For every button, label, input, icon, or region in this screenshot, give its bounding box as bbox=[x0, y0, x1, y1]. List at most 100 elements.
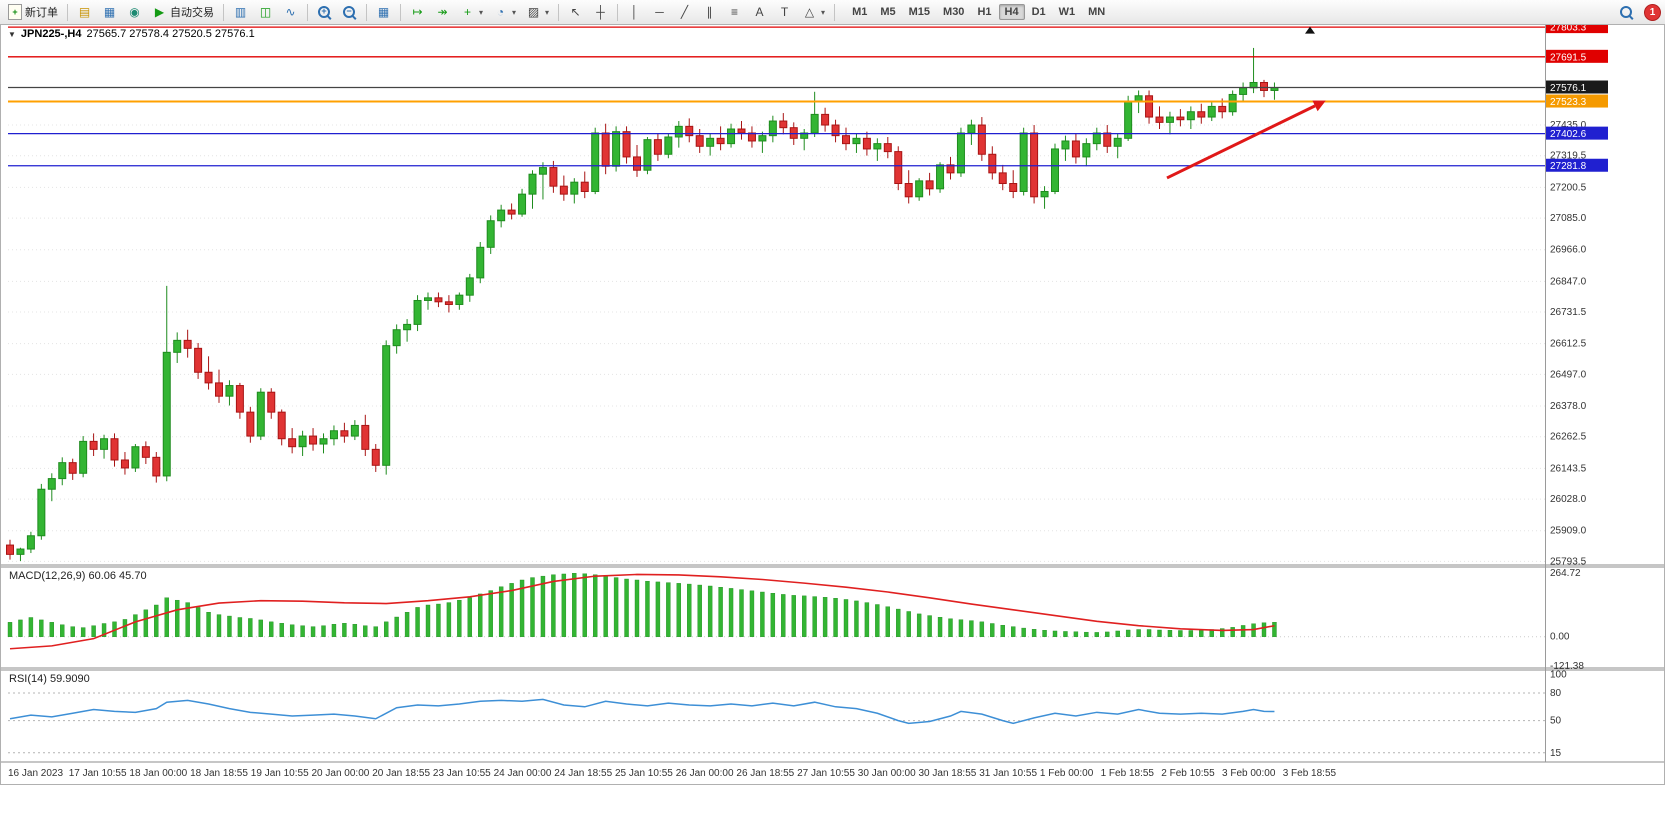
navigator-icon[interactable]: ◉ bbox=[129, 5, 140, 19]
macd-histogram-bar bbox=[1188, 630, 1194, 637]
text-tool-icon[interactable]: A bbox=[755, 5, 764, 19]
candle-body bbox=[977, 124, 986, 155]
price-axis-label: 26497.0 bbox=[1550, 369, 1587, 380]
template-button[interactable]: ▨ ▾ bbox=[522, 1, 553, 23]
crosshair-icon[interactable]: ┼ bbox=[596, 5, 605, 19]
price-axis-label: 27085.0 bbox=[1550, 213, 1587, 224]
new-order-icon: + bbox=[8, 4, 22, 20]
candle-body bbox=[1071, 140, 1080, 158]
notification-badge[interactable]: 1 bbox=[1644, 3, 1661, 21]
tile-windows-icon[interactable]: ▦ bbox=[377, 5, 390, 19]
candle-body bbox=[1009, 183, 1018, 192]
period-clock-icon: ◔ bbox=[496, 5, 505, 19]
chart-shift-icon[interactable]: ↦ bbox=[412, 5, 423, 19]
macd-histogram-bar bbox=[331, 624, 337, 637]
trendline-tool-icon[interactable]: ╱ bbox=[680, 5, 689, 19]
candle-body bbox=[392, 329, 401, 347]
market-watch-icon[interactable]: ▤ bbox=[78, 5, 91, 19]
candle-body bbox=[141, 446, 150, 458]
macd-histogram-bar bbox=[645, 580, 650, 637]
macd-histogram-bar bbox=[916, 613, 922, 637]
candle-body bbox=[361, 424, 370, 450]
new-chart-button[interactable]: + ▾ bbox=[456, 1, 487, 23]
horizontal-line-tool-icon[interactable]: ─ bbox=[655, 5, 664, 19]
macd-histogram-bar bbox=[1052, 630, 1058, 637]
macd-histogram-bar bbox=[269, 621, 274, 637]
candle-body bbox=[706, 137, 715, 147]
shapes-tool-button[interactable]: △ ▾ bbox=[798, 1, 829, 23]
candle-body bbox=[68, 462, 77, 474]
timeframe-button-d1[interactable]: D1 bbox=[1031, 6, 1046, 18]
label-tool-icon[interactable]: T bbox=[780, 5, 789, 19]
toolbar-separator bbox=[366, 3, 367, 21]
fibonacci-tool-icon[interactable]: ≡ bbox=[731, 5, 739, 19]
macd-histogram-bar bbox=[906, 611, 911, 637]
candle-body bbox=[821, 113, 830, 126]
macd-histogram-bar bbox=[969, 620, 974, 637]
macd-histogram-bar bbox=[540, 575, 546, 637]
toolbar-separator bbox=[67, 3, 68, 21]
bar-chart-icon[interactable]: ▥ bbox=[234, 5, 247, 19]
macd-histogram-bar bbox=[91, 625, 96, 637]
trend-arrow[interactable] bbox=[1166, 104, 1316, 180]
macd-histogram-bar bbox=[467, 597, 472, 637]
candlestick-chart-icon[interactable]: ◫ bbox=[259, 5, 272, 19]
macd-histogram-bar bbox=[80, 627, 86, 637]
macd-histogram-bar bbox=[415, 607, 420, 637]
candle-body bbox=[956, 132, 965, 174]
candle-body bbox=[350, 424, 359, 437]
channel-tool-icon[interactable]: ∥ bbox=[706, 5, 713, 19]
candle-body bbox=[173, 339, 182, 353]
timeframe-button-mn[interactable]: MN bbox=[1088, 6, 1106, 18]
timeframe-button-m1[interactable]: M1 bbox=[852, 6, 868, 18]
candle-body bbox=[518, 193, 527, 215]
macd-histogram-bar bbox=[258, 619, 263, 637]
price-badge: 27402.6 bbox=[1550, 129, 1587, 140]
macd-histogram-bar bbox=[1063, 631, 1068, 637]
candle-body bbox=[267, 391, 276, 413]
macd-histogram-bar bbox=[1021, 627, 1026, 637]
time-axis-label: 20 Jan 00:00 bbox=[312, 768, 370, 779]
toolbar-separator bbox=[617, 3, 619, 21]
candle-body bbox=[246, 411, 255, 437]
macd-histogram-bar bbox=[342, 623, 347, 637]
timeframe-button-m15[interactable]: M15 bbox=[908, 6, 931, 18]
chart-canvas[interactable]: 27435.0 27319.5 27200.5 27085.0 26966.0 26847… bbox=[0, 24, 1665, 785]
timeframe-button-h4[interactable]: H4 bbox=[998, 4, 1025, 20]
data-window-icon[interactable]: ▦ bbox=[103, 5, 116, 19]
candle-body bbox=[674, 125, 683, 138]
candle-body bbox=[58, 462, 67, 480]
timeframe-button-m30[interactable]: M30 bbox=[943, 6, 965, 18]
candle-body bbox=[1197, 111, 1206, 118]
timeframe-button-m5[interactable]: M5 bbox=[880, 6, 896, 18]
candle-body bbox=[633, 156, 641, 171]
macd-histogram-bar bbox=[195, 607, 201, 637]
candle-body bbox=[622, 131, 631, 158]
line-chart-icon[interactable]: ∿ bbox=[285, 5, 296, 19]
macd-histogram-bar bbox=[28, 617, 34, 637]
price-axis-label: 26262.5 bbox=[1550, 432, 1587, 443]
candle-body bbox=[1061, 140, 1070, 150]
macd-histogram-bar bbox=[352, 624, 358, 637]
candle-body bbox=[601, 132, 610, 167]
macd-histogram-bar bbox=[237, 617, 243, 637]
macd-histogram-bar bbox=[791, 595, 796, 637]
vertical-line-tool-icon[interactable]: │ bbox=[630, 5, 639, 19]
time-axis-label: 17 Jan 10:55 bbox=[69, 768, 127, 779]
zoom-in-button[interactable]: + bbox=[313, 1, 336, 23]
cursor-icon[interactable]: ↖ bbox=[570, 5, 581, 19]
macd-histogram-bar bbox=[1199, 630, 1204, 637]
auto-scroll-icon[interactable]: ↠ bbox=[437, 5, 448, 19]
symbol-dropdown-icon[interactable]: ▼ bbox=[8, 29, 16, 39]
macd-histogram-bar bbox=[101, 623, 107, 637]
macd-histogram-bar bbox=[749, 590, 755, 637]
macd-histogram-bar bbox=[488, 590, 493, 637]
zoom-out-button[interactable]: − bbox=[338, 1, 361, 23]
macd-histogram-bar bbox=[373, 626, 378, 637]
auto-trading-button[interactable]: ▶ 自动交易 bbox=[148, 1, 218, 23]
new-order-button[interactable]: + 新订单 bbox=[4, 1, 62, 23]
timeframe-button-h1[interactable]: H1 bbox=[977, 6, 992, 18]
timeframe-button-w1[interactable]: W1 bbox=[1058, 6, 1076, 18]
search-button[interactable] bbox=[1615, 1, 1638, 23]
period-button[interactable]: ◔ ▾ bbox=[489, 1, 520, 23]
